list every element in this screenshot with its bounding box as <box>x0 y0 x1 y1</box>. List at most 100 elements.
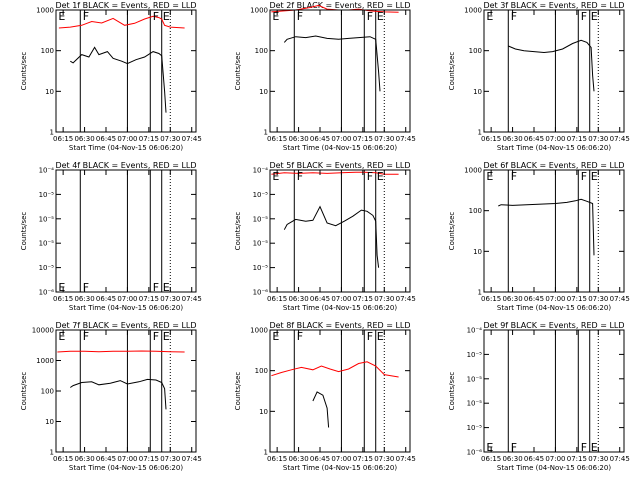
x-tick-label: 06:15 <box>481 135 501 143</box>
flag-f: F <box>83 281 89 294</box>
flag-f: F <box>367 330 373 343</box>
y-axis-label: Counts/sec <box>234 52 242 91</box>
series-lld-line <box>58 15 185 29</box>
flag-f: F <box>511 10 517 23</box>
y-tick-label: 10⁻⁵ <box>467 400 483 408</box>
x-tick-label: 06:15 <box>53 295 73 303</box>
x-tick-label: 07:30 <box>588 455 608 463</box>
y-tick-label: 10⁻⁵ <box>467 424 483 432</box>
flag-e: E <box>163 330 170 343</box>
flag-e: E <box>272 10 279 23</box>
y-tick-label: 1000 <box>464 167 482 175</box>
x-tick-label: 07:45 <box>610 455 630 463</box>
x-axis-label: Start Time (04-Nov-15 06:06:20) <box>69 144 183 152</box>
x-tick-label: 06:15 <box>267 135 287 143</box>
panel-title: Det 6f BLACK = Events, RED = LLD <box>483 161 624 170</box>
y-tick-label: 100 <box>255 47 268 55</box>
y-tick-label: 10⁻⁵ <box>467 375 483 383</box>
x-tick-label: 07:30 <box>374 295 394 303</box>
x-axis-label: Start Time (04-Nov-15 06:06:20) <box>283 464 397 472</box>
y-tick-label: 100 <box>469 207 482 215</box>
x-axis-label: Start Time (04-Nov-15 06:06:20) <box>497 464 611 472</box>
x-tick-label: 06:30 <box>502 455 522 463</box>
flag-e: E <box>591 170 598 183</box>
x-tick-label: 07:45 <box>396 295 416 303</box>
series-lld-line <box>57 350 185 353</box>
panel-title: Det 7f BLACK = Events, RED = LLD <box>55 321 196 330</box>
flag-e: E <box>58 281 65 294</box>
flag-e: E <box>591 10 598 23</box>
x-tick-label: 07:30 <box>588 135 608 143</box>
y-tick-label: 1000 <box>250 7 268 15</box>
plot-frame <box>483 9 625 133</box>
flag-e: E <box>163 10 170 23</box>
y-tick-label: 10⁻⁵ <box>39 240 55 248</box>
plot-frame <box>269 169 411 293</box>
series-events-line <box>312 391 330 428</box>
y-tick-label: 1 <box>478 129 482 137</box>
x-tick-label: 06:15 <box>481 455 501 463</box>
panel-title: Det 2f BLACK = Events, RED = LLD <box>269 1 410 10</box>
y-tick-label: 1 <box>264 449 268 457</box>
series-events-line <box>508 39 595 92</box>
x-tick-label: 07:30 <box>160 455 180 463</box>
flag-f: F <box>83 330 89 343</box>
y-tick-label: 10 <box>473 88 482 96</box>
y-tick-label: 1 <box>264 129 268 137</box>
x-axis-label: Start Time (04-Nov-15 06:06:20) <box>497 144 611 152</box>
x-tick-label: 07:15 <box>353 295 373 303</box>
x-tick-label: 06:30 <box>74 295 94 303</box>
x-tick-label: 07:45 <box>182 455 202 463</box>
x-tick-label: 06:45 <box>96 135 116 143</box>
y-axis-label: Counts/sec <box>234 372 242 411</box>
series-events-line <box>70 46 167 113</box>
y-tick-label: 10⁻⁵ <box>39 191 55 199</box>
y-tick-label: 10 <box>473 248 482 256</box>
series-events-line <box>498 198 595 256</box>
x-tick-label: 06:45 <box>96 455 116 463</box>
x-tick-label: 07:15 <box>139 295 159 303</box>
series-lld-line <box>271 361 399 378</box>
y-tick-label: 10⁻⁵ <box>467 351 483 359</box>
panel-title: Det 8f BLACK = Events, RED = LLD <box>269 321 410 330</box>
flag-f: F <box>367 10 373 23</box>
flag-f: F <box>581 170 587 183</box>
flag-e: E <box>272 170 279 183</box>
x-tick-label: 07:15 <box>567 455 587 463</box>
x-tick-label: 07:00 <box>545 455 565 463</box>
x-tick-label: 07:15 <box>139 455 159 463</box>
plot-frame <box>55 169 197 293</box>
y-tick-label: 10 <box>259 408 268 416</box>
x-tick-label: 06:45 <box>310 295 330 303</box>
x-tick-label: 06:30 <box>502 295 522 303</box>
flag-f: F <box>581 441 587 454</box>
flag-f: F <box>297 170 303 183</box>
x-tick-label: 07:30 <box>160 295 180 303</box>
plot-frame <box>269 9 411 133</box>
y-tick-label: 10⁻⁵ <box>253 264 269 272</box>
flag-e: E <box>377 330 384 343</box>
x-tick-label: 06:30 <box>502 135 522 143</box>
x-tick-label: 07:00 <box>331 135 351 143</box>
x-tick-label: 07:00 <box>331 455 351 463</box>
x-tick-label: 06:30 <box>74 135 94 143</box>
x-tick-label: 06:15 <box>53 135 73 143</box>
x-tick-label: 06:15 <box>481 295 501 303</box>
x-tick-label: 07:00 <box>117 295 137 303</box>
x-tick-label: 06:45 <box>310 455 330 463</box>
y-tick-label: 1000 <box>464 7 482 15</box>
x-tick-label: 07:45 <box>610 135 630 143</box>
y-tick-label: 10⁻⁵ <box>253 191 269 199</box>
x-tick-label: 07:15 <box>567 295 587 303</box>
y-tick-label: 10⁻⁶ <box>39 289 55 297</box>
y-tick-label: 100 <box>255 367 268 375</box>
y-tick-label: 10⁻⁶ <box>253 289 269 297</box>
x-tick-label: 07:15 <box>353 135 373 143</box>
